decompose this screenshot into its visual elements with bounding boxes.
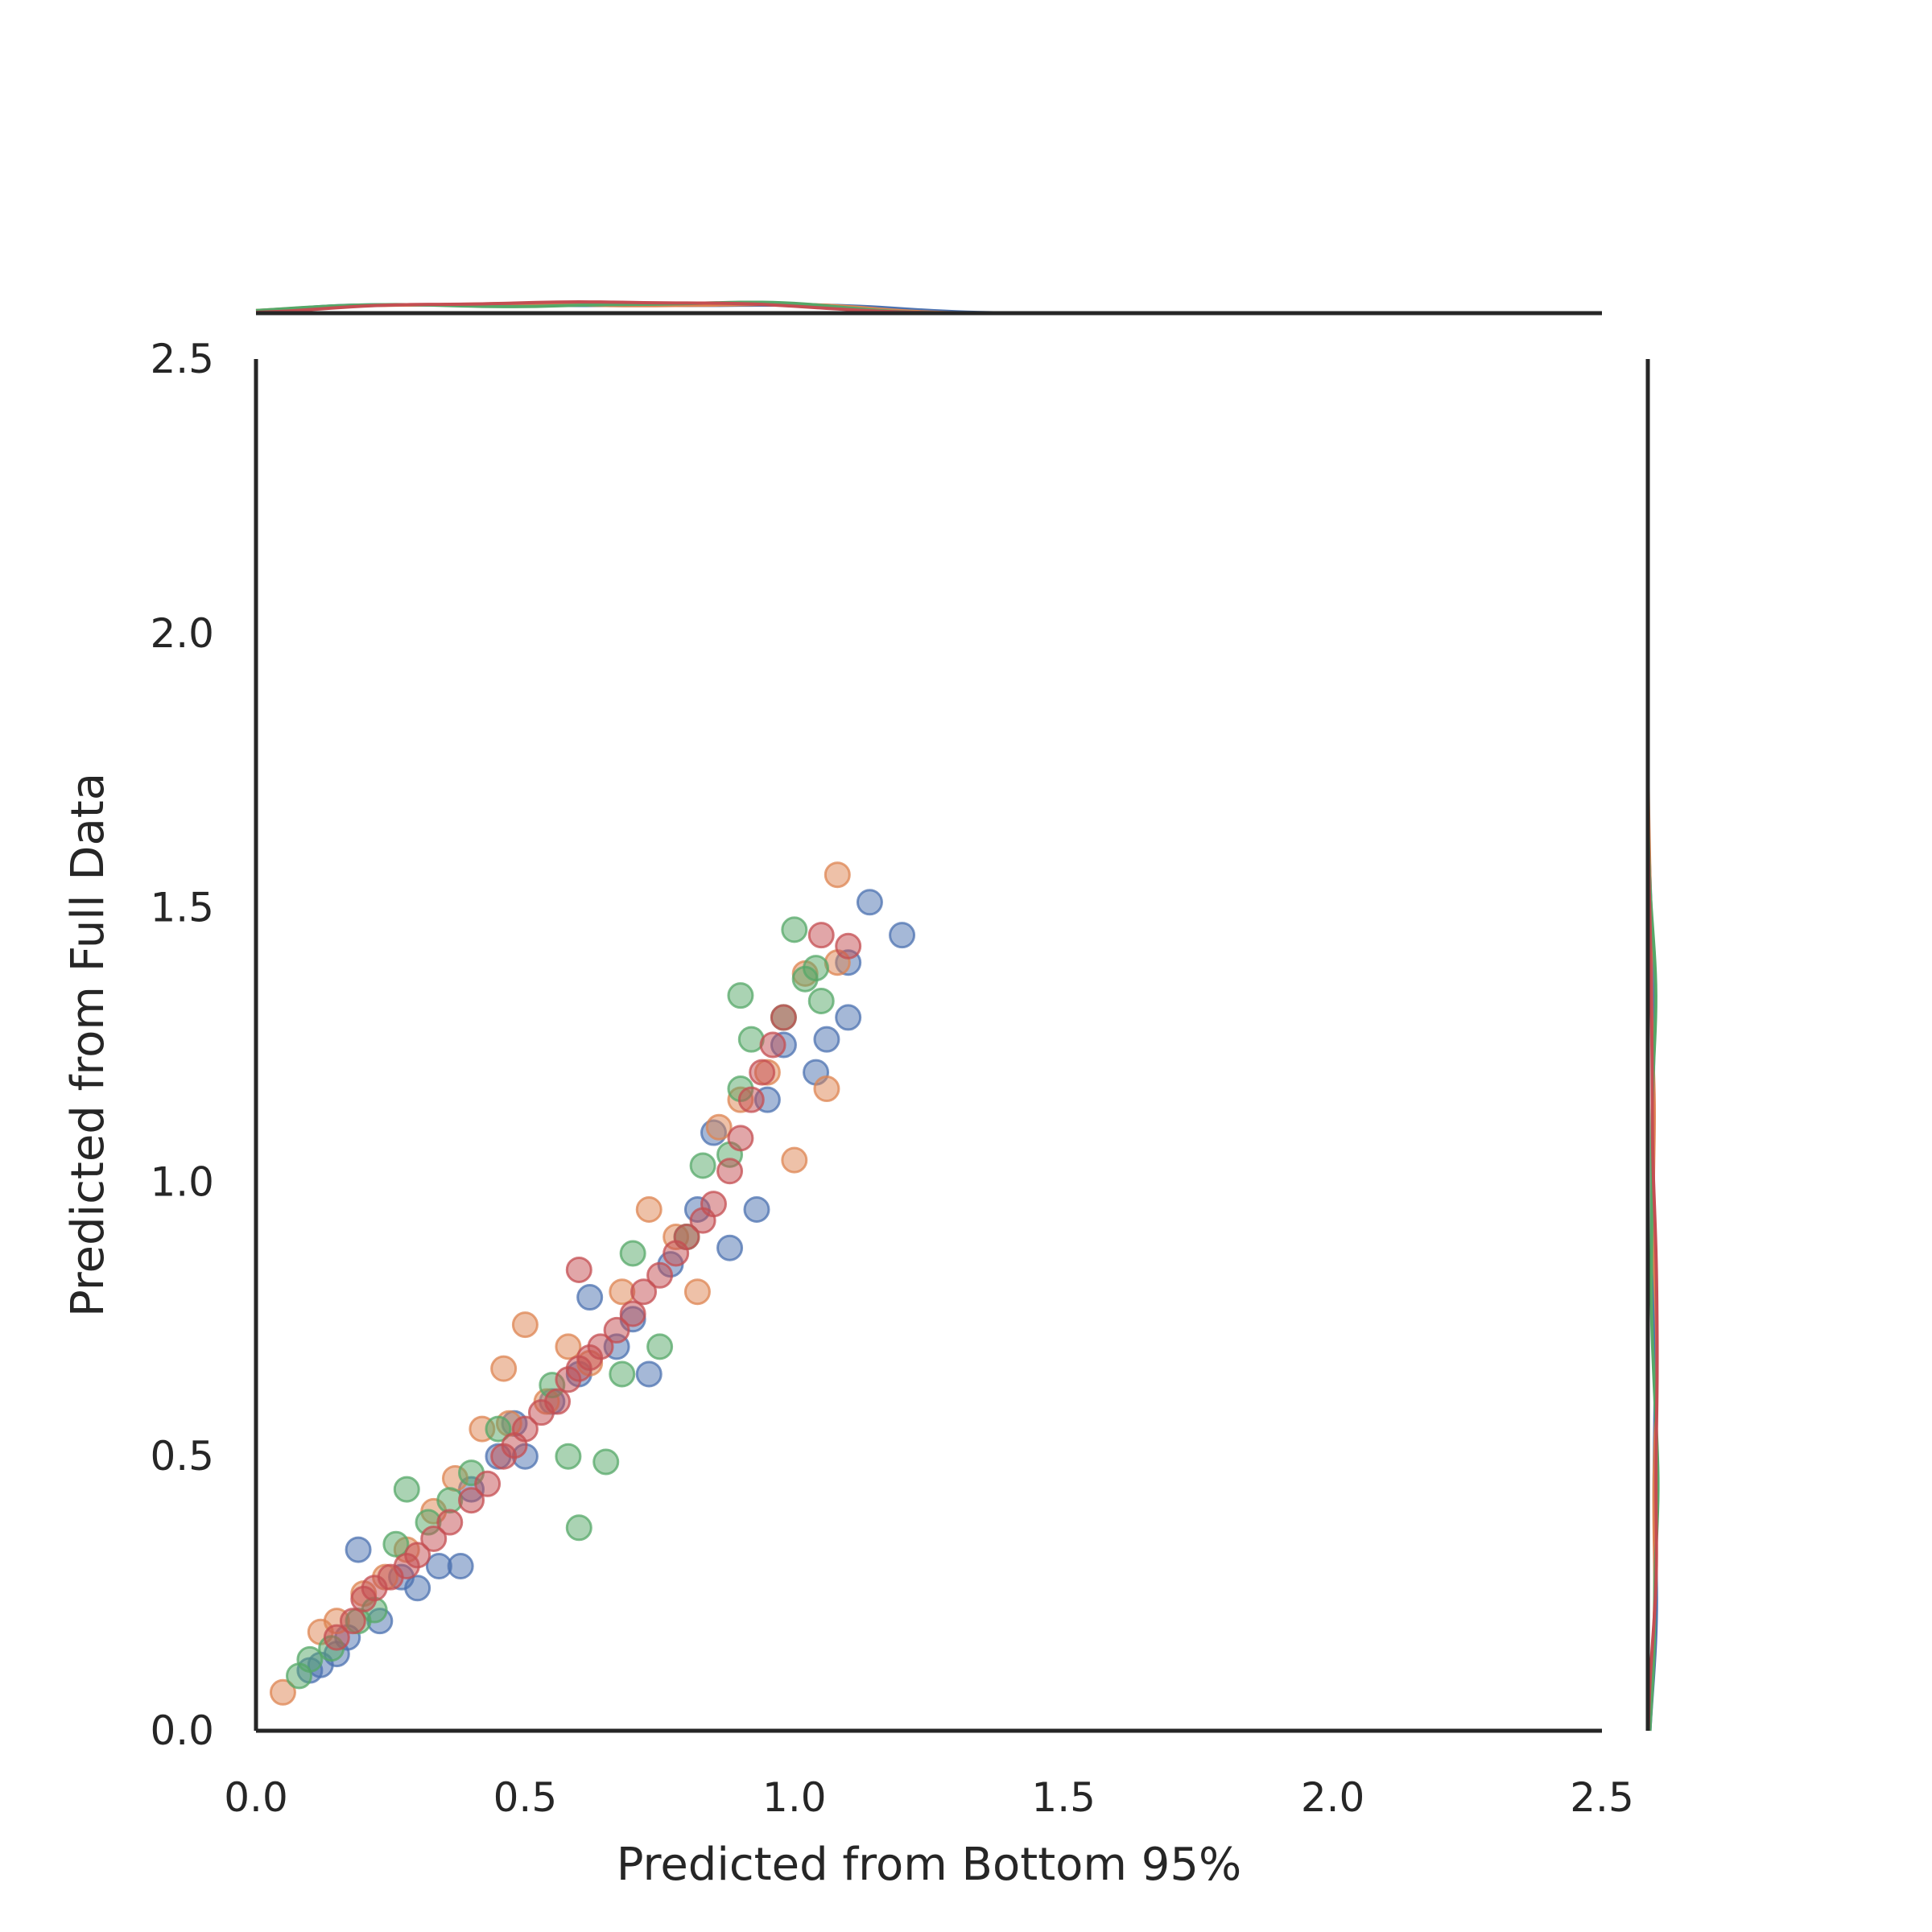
y-tick-label: 0.0 (150, 1707, 214, 1754)
scatter-point-series-4 (807, 922, 835, 949)
scatter-point-series-3 (382, 1530, 410, 1558)
scatter-point-series-3 (619, 1240, 646, 1267)
scatter-point-series-2 (555, 1333, 582, 1360)
scatter-point-series-4 (458, 1487, 485, 1514)
y-tick-label: 1.0 (150, 1158, 214, 1205)
scatter-point-series-2 (269, 1678, 296, 1706)
scatter-point-series-4 (436, 1509, 464, 1536)
scatter-point-series-4 (749, 1059, 776, 1086)
scatter-point-series-1 (404, 1575, 431, 1602)
x-tick-label: 2.0 (1301, 1774, 1365, 1821)
scatter-point-series-4 (770, 1004, 797, 1031)
scatter-point-series-1 (856, 889, 883, 916)
scatter-point-series-3 (807, 987, 835, 1014)
scatter-point-series-4 (759, 1031, 786, 1059)
scatter-point-series-4 (700, 1191, 727, 1218)
scatter-point-series-3 (609, 1360, 636, 1388)
scatter-point-series-4 (565, 1256, 592, 1283)
scatter-point-series-3 (737, 1026, 765, 1053)
scatter-point-series-4 (339, 1608, 366, 1635)
scatter-point-series-3 (565, 1514, 592, 1542)
scatter-point-series-2 (490, 1355, 518, 1382)
scatter-point-series-4 (420, 1525, 448, 1552)
scatter-point-series-2 (705, 1113, 733, 1141)
scatter-point-series-1 (835, 1004, 862, 1031)
scatter-point-series-4 (404, 1542, 431, 1569)
scatter-point-series-4 (587, 1333, 614, 1360)
scatter-point-series-4 (716, 1158, 744, 1185)
scatter-point-series-3 (555, 1443, 582, 1470)
scatter-point-series-3 (646, 1333, 674, 1360)
scatter-point-series-2 (635, 1195, 663, 1223)
x-axis-title: Predicted from Bottom 95% (617, 1839, 1241, 1891)
scatter-point-series-2 (781, 1146, 808, 1174)
y-tick-label: 2.5 (150, 336, 214, 382)
y-tick-label: 0.5 (150, 1433, 214, 1480)
x-tick-label: 0.5 (493, 1774, 558, 1821)
scatter-point-series-1 (447, 1553, 474, 1580)
scatter-point-series-1 (743, 1195, 770, 1223)
scatter-point-series-2 (813, 1075, 840, 1103)
scatter-point-series-4 (835, 932, 862, 960)
scatter-point-series-3 (485, 1415, 512, 1443)
scatter-point-series-3 (781, 916, 808, 943)
y-axis-title: Predicted from Full Data (62, 773, 114, 1317)
scatter-point-series-4 (646, 1261, 674, 1289)
scatter-point-series-1 (576, 1284, 604, 1311)
scatter-point-series-4 (737, 1086, 765, 1113)
scatter-point-series-3 (592, 1448, 620, 1476)
x-tick-label: 2.5 (1570, 1774, 1634, 1821)
scatter-point-series-4 (727, 1125, 754, 1152)
scatter-point-series-1 (889, 922, 916, 949)
scatter-point-series-4 (603, 1316, 630, 1344)
scatter-point-series-3 (689, 1152, 716, 1179)
y-tick-label: 2.0 (150, 610, 214, 657)
scatter-point-series-4 (619, 1300, 646, 1327)
scatter-point-series-1 (345, 1536, 372, 1563)
scatter-point-series-2 (683, 1278, 711, 1306)
x-tick-label: 1.0 (762, 1774, 827, 1821)
scatter-point-series-3 (727, 982, 754, 1009)
scatter-point-series-4 (511, 1415, 539, 1443)
scatter-point-series-1 (635, 1360, 663, 1388)
scatter-point-series-3 (803, 955, 830, 982)
y-tick-labels: 0.0 0.5 1.0 1.5 2.0 2.5 (150, 336, 214, 1754)
scatter-points (269, 861, 916, 1706)
x-tick-label: 0.0 (224, 1774, 288, 1821)
scatter-point-series-4 (474, 1470, 502, 1497)
x-tick-labels: 0.0 0.5 1.0 1.5 2.0 2.5 (224, 1774, 1634, 1821)
scatter-point-series-2 (824, 861, 851, 889)
scatter-point-series-4 (323, 1624, 350, 1651)
scatter-point-series-4 (630, 1278, 658, 1306)
scatter-point-series-3 (296, 1645, 324, 1673)
scatter-point-series-1 (716, 1234, 744, 1261)
x-tick-label: 1.5 (1031, 1774, 1096, 1821)
scatter-point-series-4 (544, 1388, 572, 1415)
scatter-point-series-2 (511, 1311, 539, 1339)
scatter-point-series-1 (813, 1026, 840, 1053)
y-tick-label: 1.5 (150, 885, 214, 931)
scatter-point-series-3 (393, 1476, 420, 1503)
scatter-point-series-4 (673, 1224, 700, 1251)
